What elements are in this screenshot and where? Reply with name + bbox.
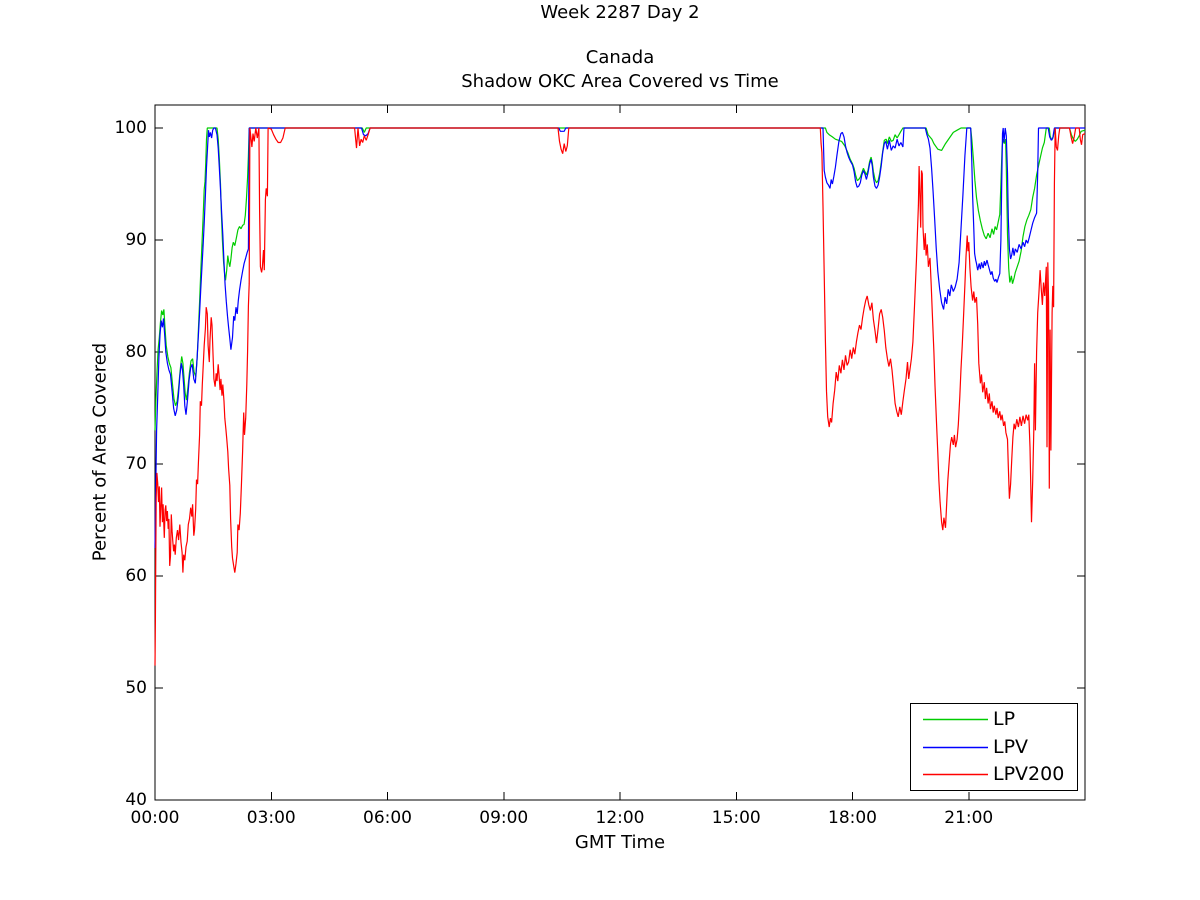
y-tick-label: 40 xyxy=(125,790,147,810)
x-tick-label: 12:00 xyxy=(595,808,645,828)
x-tick-label: 21:00 xyxy=(944,808,994,828)
legend-label-lpv: LPV xyxy=(993,736,1029,758)
y-tick-label: 100 xyxy=(114,117,147,138)
y-tick-label: 70 xyxy=(125,453,147,474)
x-tick-label: 18:00 xyxy=(828,808,877,828)
axes-title-line1: Canada xyxy=(585,47,655,68)
x-tick-label: 09:00 xyxy=(479,808,529,828)
y-axis-label: Percent of Area Covered xyxy=(89,342,111,562)
legend-label-lp: LP xyxy=(993,708,1016,730)
y-tick-label: 80 xyxy=(125,341,147,362)
figure-title: Week 2287 Day 2 xyxy=(540,2,700,23)
legend-label-lpv200: LPV200 xyxy=(993,763,1065,785)
series-line-lp xyxy=(154,127,1086,431)
series-line-lpv xyxy=(154,127,1085,549)
x-tick-label: 00:00 xyxy=(130,808,180,828)
x-tick-label: 06:00 xyxy=(363,808,412,828)
axes-title-line2: Shadow OKC Area Covered vs Time xyxy=(461,71,779,92)
plot-box xyxy=(154,104,1086,801)
axes-title: Canada Shadow OKC Area Covered vs Time xyxy=(155,46,1085,94)
y-tick-label: 90 xyxy=(125,229,147,250)
x-tick-label: 03:00 xyxy=(246,808,296,828)
series-line-lpv200 xyxy=(154,127,1086,666)
y-tick-label: 50 xyxy=(125,677,147,698)
x-axis-label: GMT Time xyxy=(574,832,666,853)
y-tick-label: 60 xyxy=(125,565,147,586)
x-tick-label: 15:00 xyxy=(711,808,761,828)
